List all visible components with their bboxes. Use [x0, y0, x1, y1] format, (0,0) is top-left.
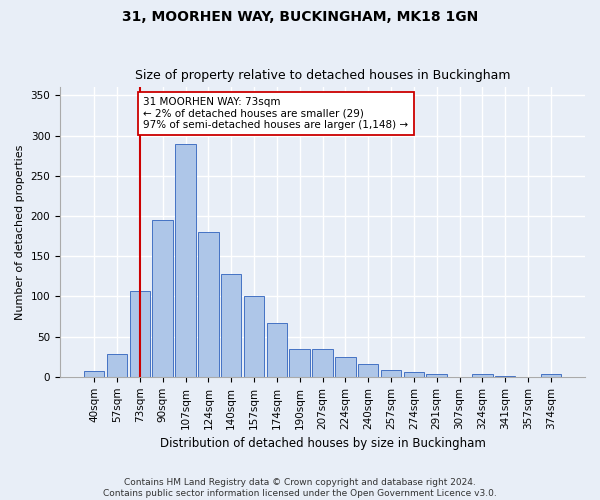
Text: 31, MOORHEN WAY, BUCKINGHAM, MK18 1GN: 31, MOORHEN WAY, BUCKINGHAM, MK18 1GN	[122, 10, 478, 24]
Bar	[266, 323, 287, 377]
Bar	[175, 144, 196, 377]
Bar	[289, 348, 310, 377]
Bar	[381, 370, 401, 377]
Bar	[427, 374, 447, 377]
Bar	[541, 374, 561, 377]
Title: Size of property relative to detached houses in Buckingham: Size of property relative to detached ho…	[135, 69, 510, 82]
Bar	[84, 371, 104, 377]
Bar	[472, 374, 493, 377]
Text: Contains HM Land Registry data © Crown copyright and database right 2024.
Contai: Contains HM Land Registry data © Crown c…	[103, 478, 497, 498]
Bar	[495, 376, 515, 377]
Bar	[198, 232, 218, 377]
Bar	[130, 291, 150, 377]
X-axis label: Distribution of detached houses by size in Buckingham: Distribution of detached houses by size …	[160, 437, 485, 450]
Y-axis label: Number of detached properties: Number of detached properties	[15, 144, 25, 320]
Bar	[358, 364, 379, 377]
Bar	[107, 354, 127, 377]
Bar	[221, 274, 241, 377]
Bar	[244, 296, 264, 377]
Bar	[152, 220, 173, 377]
Bar	[404, 372, 424, 377]
Bar	[335, 356, 356, 377]
Text: 31 MOORHEN WAY: 73sqm
← 2% of detached houses are smaller (29)
97% of semi-detac: 31 MOORHEN WAY: 73sqm ← 2% of detached h…	[143, 97, 409, 130]
Bar	[312, 348, 333, 377]
